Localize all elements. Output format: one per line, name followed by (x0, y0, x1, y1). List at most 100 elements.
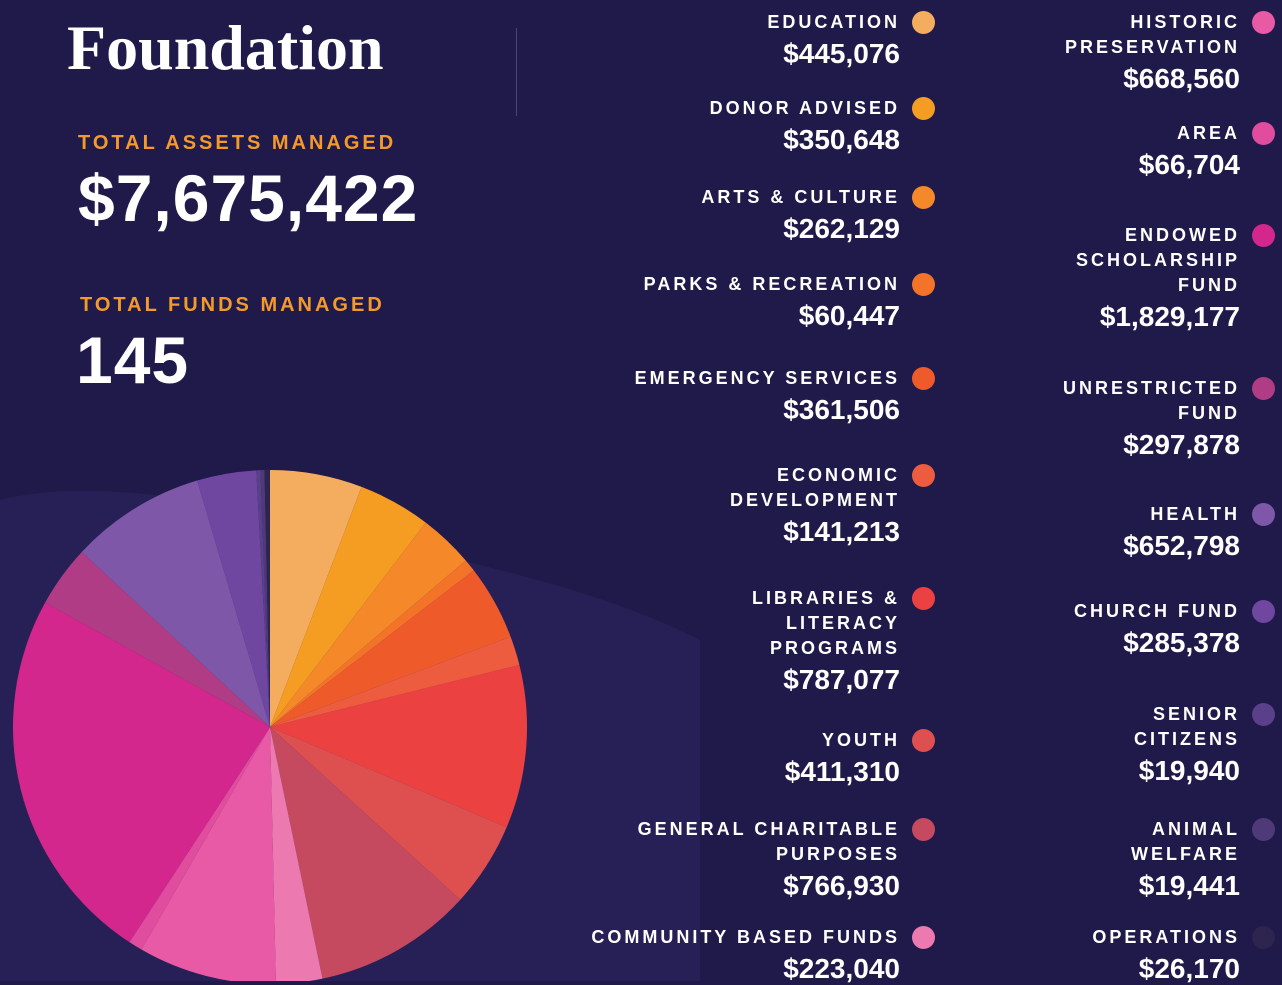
pie-slice (270, 570, 511, 727)
value-label: $668,560 (1123, 63, 1240, 94)
pie-slice (45, 551, 270, 727)
stat-value: 145 (76, 323, 190, 397)
legend-swatch (1252, 11, 1275, 34)
legend-swatch (1252, 818, 1275, 841)
legend-item: LIBRARIES & LITERACY PROGRAMS $787,077 (700, 586, 935, 696)
legend-label: ECONOMIC DEVELOPMENT (729, 465, 900, 510)
legend-label: HISTORIC PRESERVATION (1064, 12, 1240, 57)
legend-swatch (1252, 600, 1275, 623)
legend-label: PARKS & RECREATION (643, 274, 900, 294)
legend-swatch (912, 186, 935, 209)
pie-slice (270, 727, 323, 981)
value-label: $262,129 (783, 213, 900, 244)
value-label: $26,170 (1138, 953, 1240, 984)
legend-label: CHURCH FUND (1074, 601, 1240, 621)
legend-item: DONOR ADVISED $350,648 (500, 96, 935, 156)
value-label: $361,506 (783, 394, 900, 425)
legend-item: HEALTH $652,798 (840, 502, 1275, 562)
value-label: $19,940 (1138, 755, 1240, 786)
pie-slice (12, 602, 270, 943)
value-label: $350,648 (783, 124, 900, 155)
value-label: $766,930 (783, 870, 900, 901)
pie-slice (256, 470, 270, 727)
page-title: Foundation (67, 12, 384, 83)
divider (516, 28, 517, 116)
legend-label: COMMUNITY BASED FUNDS (591, 927, 900, 947)
legend-swatch (1252, 122, 1275, 145)
legend-swatch (912, 926, 935, 949)
pie-slice (129, 727, 270, 950)
legend-swatch (1252, 703, 1275, 726)
legend-label: EDUCATION (767, 12, 900, 32)
pie-slice (270, 470, 362, 727)
legend-item: YOUTH $411,310 (500, 728, 935, 788)
pie-slice (270, 727, 507, 900)
legend-swatch (912, 729, 935, 752)
legend-swatch (912, 11, 935, 34)
legend-label: ENDOWED SCHOLARSHIP FUND (1075, 225, 1240, 295)
legend-label: YOUTH (822, 730, 900, 750)
pie-slice (260, 470, 270, 727)
pie-slice (270, 522, 466, 727)
value-label: $223,040 (783, 953, 900, 984)
legend-label: GENERAL CHARITABLE PURPOSES (637, 819, 900, 864)
value-label: $445,076 (783, 38, 900, 69)
legend-swatch (1252, 377, 1275, 400)
legend-label: ANIMAL WELFARE (1131, 819, 1240, 864)
legend-label: EMERGENCY SERVICES (634, 368, 900, 388)
legend-item: OPERATIONS $26,170 (840, 925, 1275, 985)
pie-slice (270, 727, 461, 979)
pie-slice (270, 486, 426, 727)
value-label: $787,077 (783, 664, 900, 695)
value-label: $652,798 (1123, 530, 1240, 561)
legend-swatch (912, 587, 935, 610)
pie-slice (270, 664, 527, 828)
stat-label: TOTAL FUNDS MANAGED (80, 294, 385, 316)
value-label: $285,378 (1123, 627, 1240, 658)
legend-item: AREA $66,704 (840, 121, 1275, 181)
legend-swatch (1252, 503, 1275, 526)
legend-item: PARKS & RECREATION $60,447 (500, 272, 935, 332)
value-label: $66,704 (1138, 149, 1240, 180)
value-label: $60,447 (798, 300, 900, 331)
pie-slice (270, 560, 474, 727)
legend-item: COMMUNITY BASED FUNDS $223,040 (500, 925, 935, 985)
legend-label: OPERATIONS (1092, 927, 1240, 947)
value-label: $141,213 (783, 516, 900, 547)
legend-label: UNRESTRICTED FUND (1062, 378, 1240, 423)
legend-swatch (912, 818, 935, 841)
pie-slice (264, 470, 270, 727)
legend-item: ECONOMIC DEVELOPMENT $141,213 (680, 463, 935, 548)
legend-swatch (1252, 224, 1275, 247)
legend-item: EMERGENCY SERVICES $361,506 (500, 366, 935, 426)
legend-swatch (912, 273, 935, 296)
legend-item: EDUCATION $445,076 (500, 10, 935, 70)
legend-label: ARTS & CULTURE (701, 187, 900, 207)
value-label: $1,829,177 (1099, 301, 1240, 332)
value-label: $411,310 (784, 756, 900, 787)
pie-slice (197, 470, 270, 727)
legend-label: SENIOR CITIZENS (1133, 704, 1240, 749)
legend-item: SENIOR CITIZENS $19,940 (1100, 702, 1275, 787)
pie-slice (141, 727, 276, 981)
legend-item: UNRESTRICTED FUND $297,878 (1020, 376, 1275, 461)
legend-item: ENDOWED SCHOLARSHIP FUND $1,829,177 (1040, 223, 1275, 333)
legend-label: AREA (1176, 123, 1240, 143)
pie-slice (81, 480, 270, 727)
legend-item: ARTS & CULTURE $262,129 (500, 185, 935, 245)
legend-item: HISTORIC PRESERVATION $668,560 (1010, 10, 1275, 95)
legend-item: ANIMAL WELFARE $19,441 (1100, 817, 1275, 902)
legend-label: HEALTH (1150, 504, 1240, 524)
value-label: $297,878 (1123, 429, 1240, 460)
legend-swatch (1252, 926, 1275, 949)
legend-label: DONOR ADVISED (709, 98, 900, 118)
legend-swatch (912, 97, 935, 120)
legend-item: CHURCH FUND $285,378 (840, 599, 1275, 659)
legend-label: LIBRARIES & LITERACY PROGRAMS (751, 588, 900, 658)
pie-slice (270, 636, 520, 727)
stat-label: TOTAL ASSETS MANAGED (78, 132, 397, 154)
value-label: $19,441 (1138, 870, 1240, 901)
legend-swatch (912, 464, 935, 487)
stat-value: $7,675,422 (78, 161, 419, 235)
